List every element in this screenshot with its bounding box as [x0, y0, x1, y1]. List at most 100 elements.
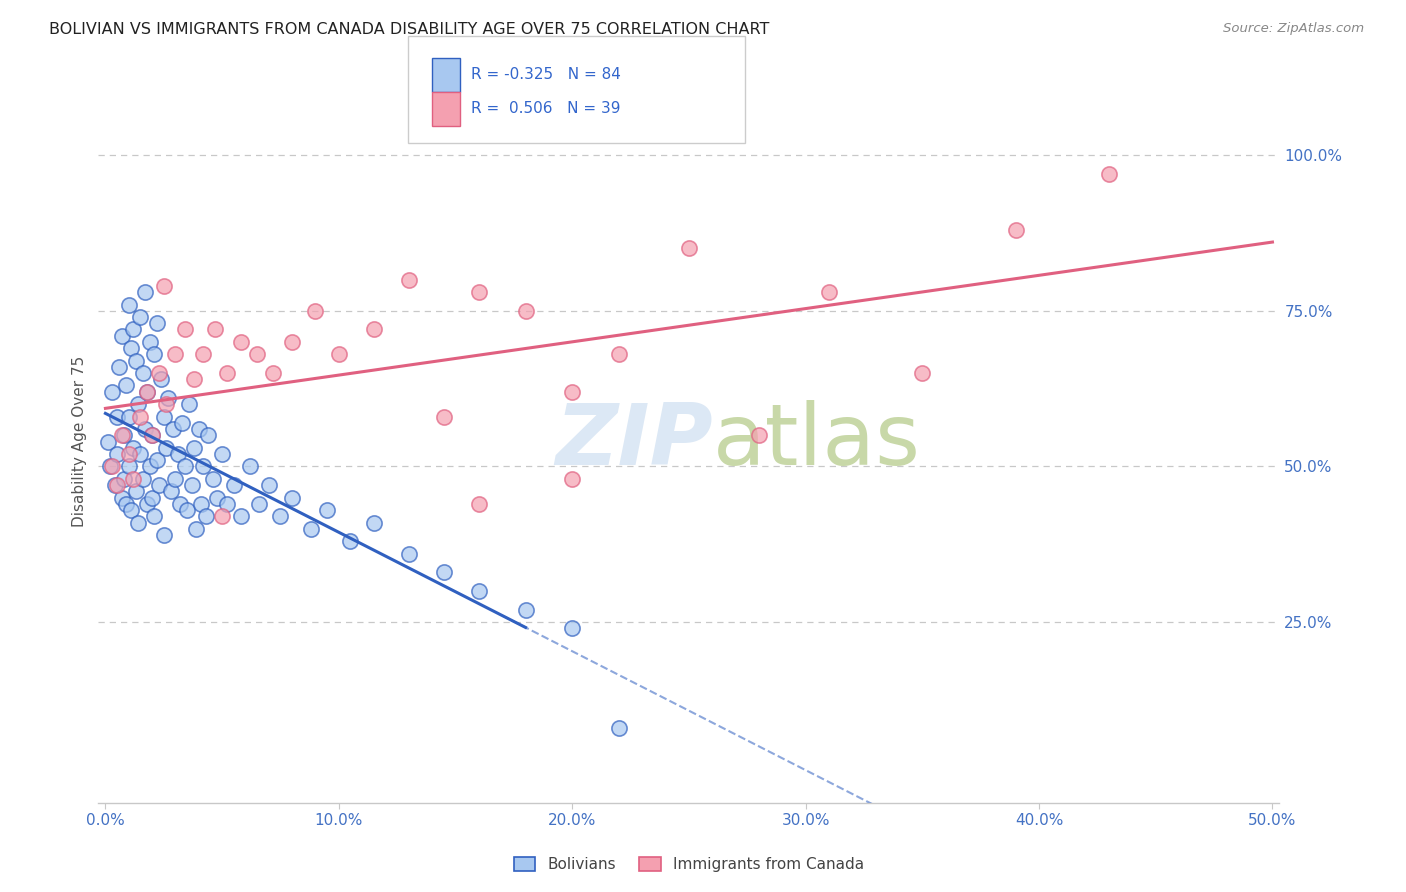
Point — [398, 547, 420, 561]
Point — [193, 459, 215, 474]
Point — [120, 503, 142, 517]
Point — [363, 516, 385, 530]
Point — [468, 497, 491, 511]
Point — [515, 603, 537, 617]
Point — [152, 528, 174, 542]
Point — [204, 322, 226, 336]
Y-axis label: Disability Age Over 75: Disability Age Over 75 — [72, 356, 87, 527]
Text: atlas: atlas — [713, 400, 921, 483]
Point — [229, 334, 252, 349]
Point — [97, 434, 120, 449]
Point — [190, 497, 212, 511]
Point — [150, 372, 173, 386]
Point — [281, 334, 304, 349]
Point — [281, 491, 304, 505]
Point — [215, 497, 238, 511]
Point — [561, 621, 583, 635]
Point — [561, 472, 583, 486]
Point — [105, 447, 128, 461]
Point — [129, 310, 152, 324]
Point — [111, 491, 134, 505]
Point — [515, 303, 537, 318]
Point — [136, 497, 159, 511]
Point — [257, 478, 280, 492]
Point — [134, 285, 156, 299]
Point — [165, 472, 187, 486]
Point — [193, 347, 215, 361]
Point — [197, 428, 219, 442]
Point — [172, 416, 194, 430]
Point — [201, 472, 224, 486]
Point — [146, 453, 169, 467]
Point — [112, 472, 135, 486]
Point — [125, 353, 148, 368]
Point — [222, 478, 245, 492]
Point — [398, 272, 420, 286]
Point — [129, 409, 152, 424]
Point — [239, 459, 262, 474]
Point — [561, 384, 583, 399]
Point — [215, 366, 238, 380]
Point — [143, 347, 166, 361]
Point — [152, 409, 174, 424]
Point — [139, 334, 162, 349]
Point — [122, 322, 145, 336]
Point — [162, 422, 184, 436]
Point — [152, 278, 174, 293]
Point — [173, 459, 195, 474]
Point — [207, 491, 229, 505]
Point — [134, 422, 156, 436]
Point — [180, 478, 202, 492]
Point — [211, 447, 233, 461]
Text: BOLIVIAN VS IMMIGRANTS FROM CANADA DISABILITY AGE OVER 75 CORRELATION CHART: BOLIVIAN VS IMMIGRANTS FROM CANADA DISAB… — [49, 22, 769, 37]
Point — [263, 366, 285, 380]
Point — [118, 409, 141, 424]
Point — [269, 509, 291, 524]
Point — [112, 428, 135, 442]
Point — [111, 328, 134, 343]
Point — [115, 497, 138, 511]
Text: Source: ZipAtlas.com: Source: ZipAtlas.com — [1223, 22, 1364, 36]
Point — [141, 428, 163, 442]
Point — [166, 447, 188, 461]
Point — [125, 484, 148, 499]
Point — [101, 459, 124, 474]
Point — [101, 384, 124, 399]
Legend: Bolivians, Immigrants from Canada: Bolivians, Immigrants from Canada — [508, 851, 870, 879]
Point — [433, 566, 456, 580]
Point — [911, 366, 934, 380]
Point — [155, 397, 177, 411]
Point — [211, 509, 233, 524]
Point — [433, 409, 456, 424]
Point — [127, 516, 149, 530]
Point — [148, 366, 170, 380]
Point — [363, 322, 385, 336]
Point — [104, 478, 127, 492]
Point — [607, 347, 630, 361]
Point — [246, 347, 269, 361]
Point — [136, 384, 159, 399]
Point — [159, 484, 181, 499]
Point — [187, 422, 209, 436]
Point — [111, 428, 134, 442]
Point — [165, 347, 187, 361]
Point — [818, 285, 841, 299]
Point — [249, 497, 271, 511]
Point — [136, 384, 159, 399]
Point — [118, 459, 141, 474]
Point — [120, 341, 142, 355]
Point — [169, 497, 191, 511]
Point — [118, 297, 141, 311]
Point — [339, 534, 361, 549]
Point — [108, 359, 131, 374]
Point — [328, 347, 350, 361]
Point — [105, 478, 128, 492]
Point — [183, 441, 205, 455]
Point — [186, 522, 208, 536]
Text: ZIP: ZIP — [555, 400, 713, 483]
Point — [118, 447, 141, 461]
Text: R = -0.325   N = 84: R = -0.325 N = 84 — [471, 68, 621, 82]
Point — [141, 491, 163, 505]
Point — [304, 303, 326, 318]
Point — [229, 509, 252, 524]
